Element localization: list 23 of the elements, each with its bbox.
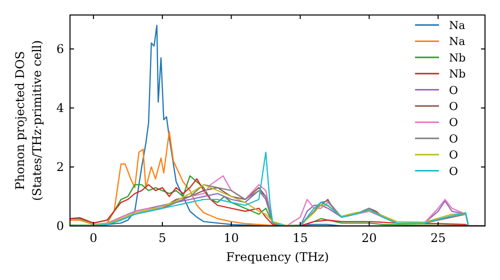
y-tick-label: 6 [56, 42, 64, 56]
legend-label: O [449, 148, 458, 162]
legend-label: O [449, 164, 458, 178]
x-tick-label: 20 [362, 231, 377, 245]
x-tick-label: 0 [90, 231, 98, 245]
legend-label: O [449, 116, 458, 130]
legend-label: O [449, 84, 458, 97]
y-tick-label: 4 [56, 100, 64, 115]
legend-label: Nb [449, 68, 466, 81]
x-axis-title: Frequency (THz) [226, 250, 329, 264]
line-series [70, 152, 470, 226]
y-axis-title: Phonon projected DOS (States/THz·primitive cell) [13, 40, 44, 201]
x-tick-label: 25 [430, 231, 446, 245]
legend-label: Na [449, 19, 466, 32]
y-tick-label: 0 [56, 219, 64, 233]
legend-label: Na [449, 35, 466, 48]
legend-label: O [449, 100, 458, 113]
legend-label: Nb [449, 51, 466, 64]
x-tick-label: 10 [224, 231, 239, 245]
x-tick-label: 5 [158, 231, 166, 245]
y-tick-label: 2 [56, 160, 64, 174]
legend-label: O [449, 132, 458, 146]
x-tick-label: 15 [292, 231, 308, 245]
